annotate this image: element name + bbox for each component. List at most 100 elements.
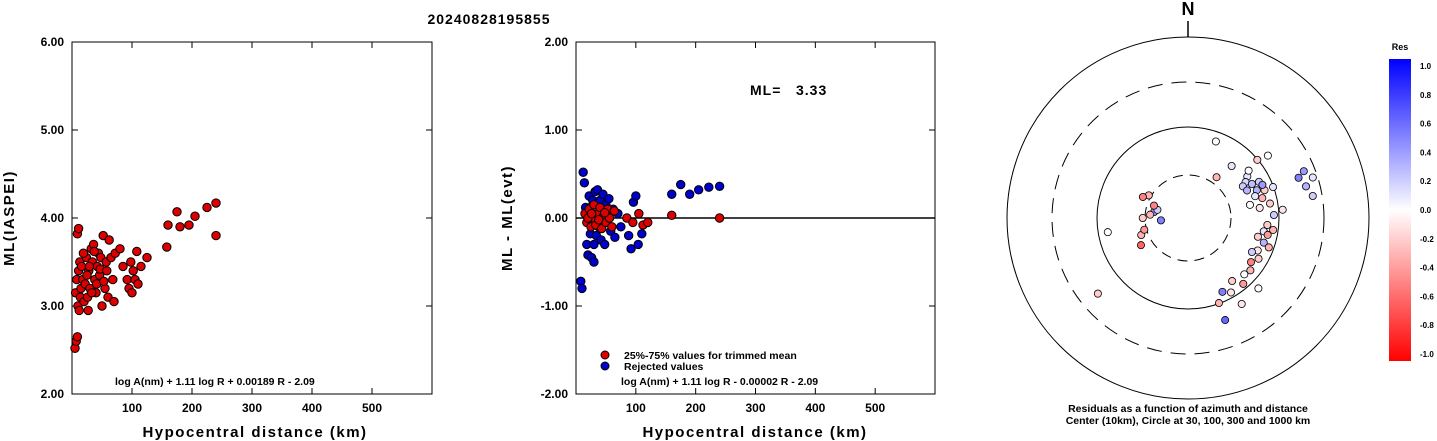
circle-300km bbox=[1051, 81, 1325, 355]
rejected-point bbox=[626, 244, 636, 254]
y-tick-label: 4.00 bbox=[41, 211, 65, 225]
station-point bbox=[1211, 137, 1220, 146]
rejected-point bbox=[676, 179, 686, 190]
data-point bbox=[190, 211, 200, 221]
x-tick-label: 300 bbox=[242, 401, 262, 415]
figure-title: 20240828195855 bbox=[427, 11, 550, 27]
station-point bbox=[1264, 243, 1273, 252]
y-tick-label: 1.00 bbox=[545, 123, 569, 137]
data-point bbox=[82, 270, 92, 280]
polar-caption-line1: Residuals as a function of azimuth and d… bbox=[1068, 403, 1308, 415]
data-point bbox=[172, 207, 182, 217]
data-point bbox=[211, 198, 221, 208]
colorbar-tick-labels: 1.0 0.8 0.6 0.4 0.2 0.0 -0.2 -0.4 -0.6 -0.8 -1.0 bbox=[1420, 62, 1434, 359]
y-tick-label: 2.00 bbox=[41, 387, 65, 401]
station-point bbox=[1244, 166, 1253, 175]
data-point bbox=[84, 261, 95, 272]
station-point bbox=[1259, 238, 1268, 247]
circle-1000km bbox=[1006, 36, 1370, 400]
rejected-point bbox=[623, 230, 634, 241]
data-point bbox=[175, 222, 185, 232]
data-point bbox=[74, 305, 84, 316]
data-point bbox=[115, 244, 125, 254]
x-tick-label: 500 bbox=[362, 401, 382, 415]
colorbar-tick: 0.8 bbox=[1420, 91, 1432, 100]
station-point bbox=[1265, 199, 1274, 208]
trimmed-point bbox=[634, 208, 644, 219]
rejected-point bbox=[589, 257, 599, 267]
data-point bbox=[97, 301, 107, 311]
colorbar-tick: 0.6 bbox=[1420, 120, 1432, 129]
rejected-point bbox=[610, 232, 620, 243]
rejected-point bbox=[637, 229, 647, 239]
y-tick-label: 2.00 bbox=[545, 35, 569, 49]
legend-marker-rejected bbox=[600, 361, 610, 371]
ml-label: ML= bbox=[750, 82, 781, 98]
data-point bbox=[142, 252, 152, 263]
station-point bbox=[1269, 210, 1278, 219]
station-point bbox=[1263, 151, 1272, 160]
data-point bbox=[184, 220, 194, 230]
y-tick-label: 0.00 bbox=[545, 211, 569, 225]
colorbar-tick: -0.6 bbox=[1420, 292, 1434, 301]
trimmed-point bbox=[628, 217, 638, 228]
station-point bbox=[1214, 299, 1223, 308]
rejected-point bbox=[633, 239, 643, 250]
formula-label: log A(nm) + 1.11 log R + 0.00189 R - 2.0… bbox=[115, 376, 315, 388]
colorbar-tick: 0.2 bbox=[1420, 177, 1432, 186]
rejected-point bbox=[684, 189, 695, 199]
rejected-point bbox=[704, 182, 714, 192]
station-point bbox=[1240, 270, 1249, 279]
rejected-point bbox=[714, 181, 725, 192]
formula-label: log A(nm) + 1.11 log R - 0.00002 R - 2.0… bbox=[621, 376, 818, 388]
ml-scatter-chart: 2.00 3.00 4.00 5.00 6.00 100 200 300 400 500 log… bbox=[1, 35, 433, 441]
station-point bbox=[1149, 201, 1158, 210]
data-point bbox=[108, 274, 118, 285]
ml-value: 3.33 bbox=[796, 82, 827, 98]
station-point bbox=[1254, 284, 1263, 293]
rejected-point bbox=[631, 191, 641, 201]
data-point bbox=[99, 276, 109, 287]
station-point bbox=[1251, 192, 1260, 201]
station-point bbox=[1269, 183, 1278, 192]
data-point bbox=[102, 266, 112, 276]
polar-caption-line2: Center (10km), Circle at 30, 100, 300 an… bbox=[1066, 415, 1311, 427]
trimmed-point bbox=[714, 213, 725, 223]
colorbar-tick: 0.4 bbox=[1420, 148, 1432, 157]
trimmed-point bbox=[643, 217, 653, 228]
station-point bbox=[1253, 232, 1262, 241]
station-point bbox=[1146, 210, 1155, 219]
station-point bbox=[1263, 220, 1272, 229]
x-tick-label: 100 bbox=[122, 401, 142, 415]
station-point bbox=[1156, 216, 1165, 225]
station-point bbox=[1140, 225, 1149, 234]
x-tick-label: 400 bbox=[302, 401, 322, 415]
data-point bbox=[118, 261, 128, 272]
residual-scatter-chart: -2.00 -1.00 0.00 1.00 2.00 100 200 300 400 500 M… bbox=[499, 35, 936, 441]
station-point bbox=[1308, 173, 1317, 182]
x-tick-label: 300 bbox=[745, 401, 765, 415]
colorbar-tick: 0.0 bbox=[1420, 206, 1432, 215]
data-point bbox=[87, 288, 97, 298]
residual-polar-plot: N Residuals as a function of azimuth and… bbox=[1006, 0, 1370, 427]
station-point bbox=[1245, 200, 1254, 209]
station-point bbox=[1258, 194, 1267, 203]
x-axis-label: Hypocentral distance (km) bbox=[642, 424, 867, 441]
station-point bbox=[1138, 192, 1147, 201]
y-tick-label: 6.00 bbox=[41, 35, 65, 49]
station-point bbox=[1239, 279, 1248, 288]
rejected-point bbox=[578, 167, 588, 177]
station-point bbox=[1247, 247, 1256, 256]
rejected-point bbox=[693, 185, 704, 195]
colorbar-tick: -0.8 bbox=[1420, 321, 1434, 330]
colorbar-tick: 1.0 bbox=[1420, 62, 1432, 71]
station-point bbox=[1254, 254, 1263, 263]
station-point bbox=[1246, 266, 1255, 275]
station-point bbox=[1255, 203, 1264, 212]
rejected-point bbox=[616, 222, 626, 232]
x-tick-label: 500 bbox=[865, 401, 885, 415]
station-point bbox=[1247, 180, 1256, 189]
station-point bbox=[1103, 228, 1112, 237]
y-tick-labels: -2.00 -1.00 0.00 1.00 2.00 bbox=[541, 35, 935, 401]
